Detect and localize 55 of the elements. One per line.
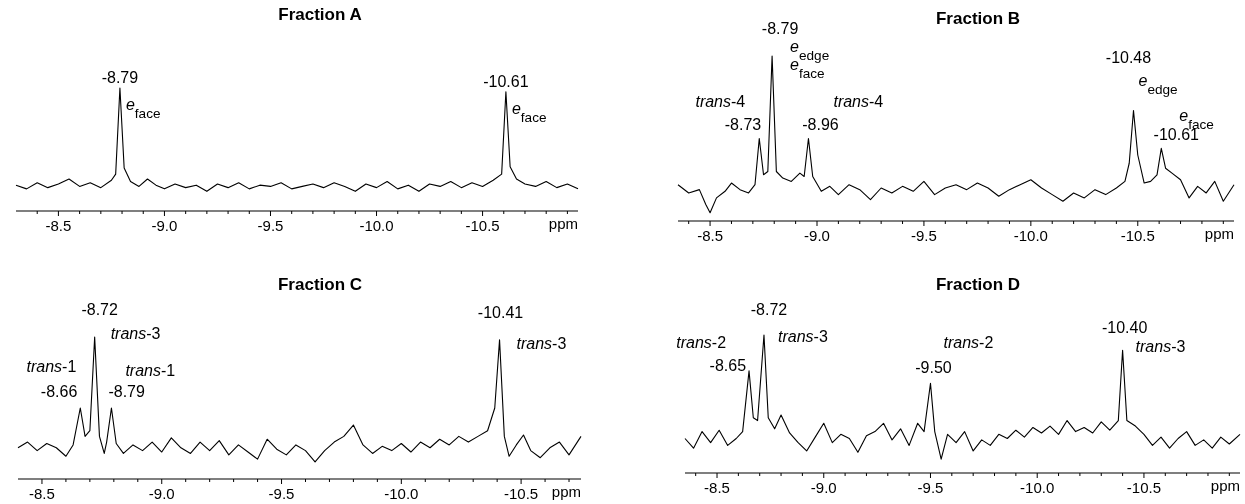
x-tick-label: -8.5 [29, 485, 55, 502]
x-tick-label: -8.5 [697, 227, 724, 244]
chart-title: Fraction D [935, 275, 1021, 294]
annotation: -9.50 [915, 359, 952, 377]
x-tick-label: -10.5 [1126, 479, 1162, 496]
annotation: -8.72 [81, 301, 118, 318]
annotation: trans-3 [110, 325, 161, 342]
annotation: e$_{edge}$ [1138, 72, 1178, 97]
x-tick-label: -9.0 [804, 227, 830, 244]
x-tick-label: -9.5 [268, 485, 295, 502]
annotation: trans-4 [695, 92, 746, 110]
x-tick-label: -9.0 [810, 479, 837, 496]
chart-title: Fraction A [278, 5, 362, 24]
annotation: -10.48 [1105, 49, 1152, 67]
x-axis-title: ppm [548, 215, 578, 232]
annotation: -8.66 [40, 383, 78, 400]
annotation: trans-3 [777, 328, 828, 345]
x-tick-label: -10.0 [1020, 479, 1055, 496]
annotation: -8.79 [101, 69, 139, 86]
x-tick-label: -10.0 [1013, 227, 1048, 244]
annotation: trans-3 [516, 334, 567, 352]
annotation: -8.65 [709, 356, 747, 374]
x-axis-title: ppm [1210, 477, 1240, 494]
annotation: trans-1 [26, 358, 77, 375]
x-tick-label: -8.5 [704, 479, 730, 496]
annotation: trans-4 [833, 92, 884, 110]
annotation: -8.96 [802, 115, 839, 133]
annotation: trans-3 [1135, 338, 1186, 356]
x-axis-title: ppm [1204, 225, 1234, 242]
x-tick-label: -10.0 [384, 485, 419, 502]
annotation: e$_{face}$ [125, 96, 161, 121]
annotation: -8.79 [108, 383, 145, 400]
chart-title: Fraction B [935, 9, 1021, 28]
x-axis-title: ppm [551, 483, 581, 500]
x-tick-label: -9.0 [148, 485, 175, 502]
x-tick-label: -10.5 [504, 485, 539, 502]
annotation: -10.41 [477, 303, 524, 321]
annotation: e$_{face}$ [511, 99, 547, 125]
chart-title: Fraction C [277, 275, 363, 294]
x-tick-label: -9.5 [917, 479, 944, 496]
annotation: trans-1 [125, 362, 176, 379]
x-tick-label: -9.5 [910, 227, 937, 244]
x-tick-label: -10.5 [465, 217, 500, 234]
x-tick-label: -8.5 [45, 217, 72, 234]
annotation: -8.79 [761, 20, 799, 37]
x-tick-label: -9.0 [151, 217, 178, 234]
x-tick-label: -10.0 [359, 217, 394, 234]
annotation: -10.40 [1101, 319, 1148, 337]
annotation: -8.73 [724, 115, 762, 133]
annotation: trans-2 [676, 333, 727, 351]
x-tick-label: -10.5 [1120, 227, 1155, 244]
annotation: -8.72 [750, 301, 788, 318]
x-tick-label: -9.5 [257, 217, 284, 234]
annotation: trans-2 [943, 334, 994, 352]
annotation: -10.61 [483, 72, 529, 90]
